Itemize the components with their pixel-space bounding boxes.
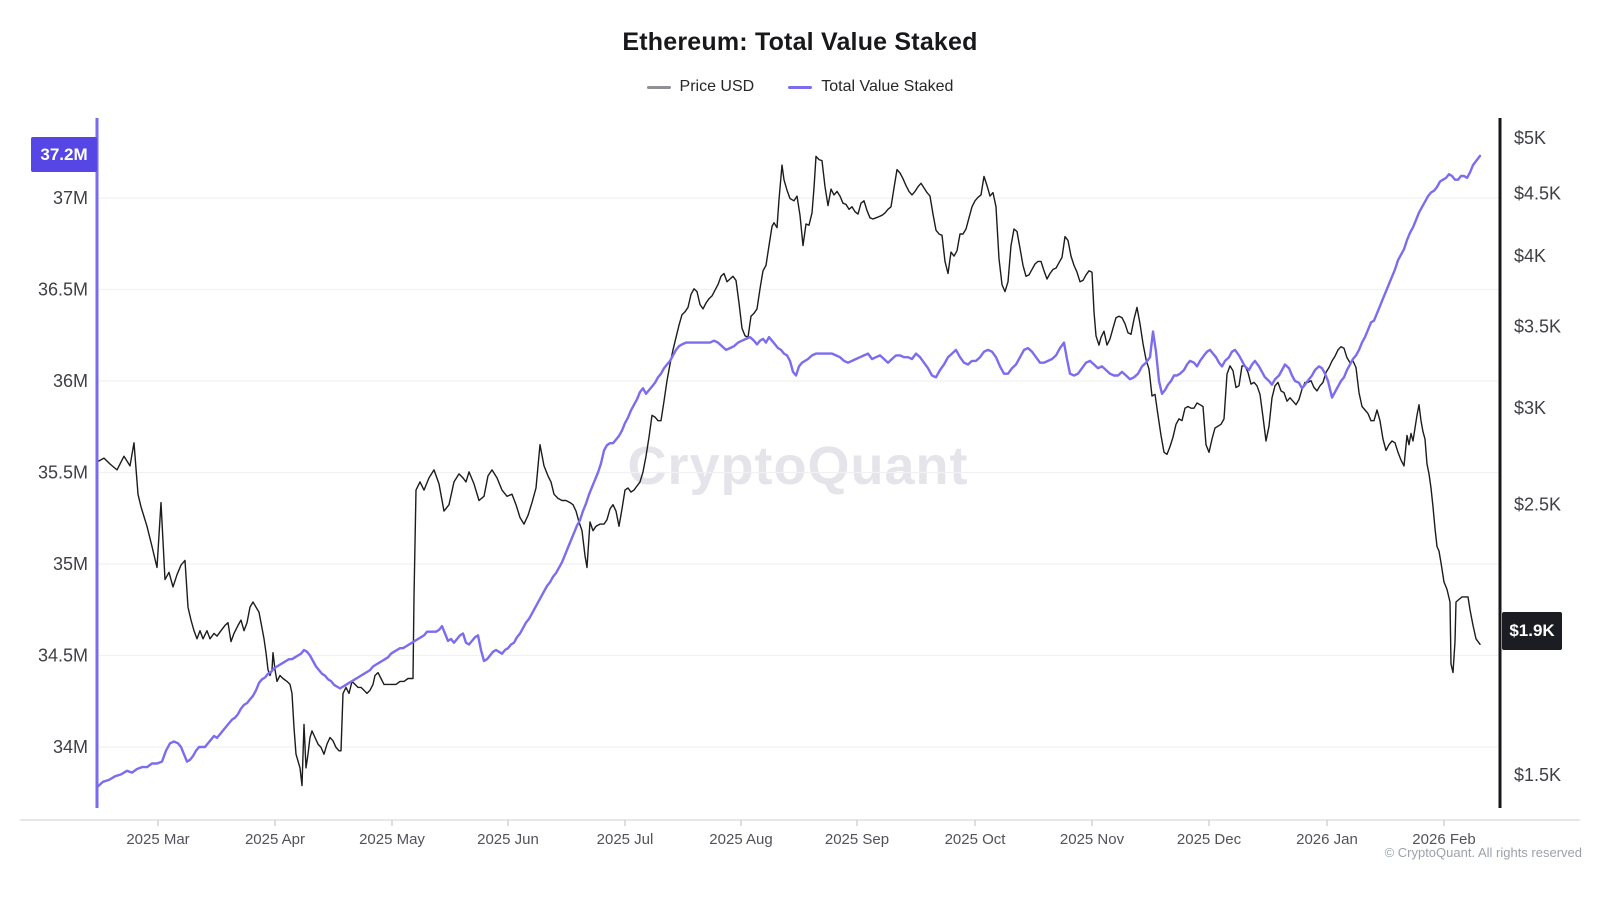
latest-staked-value-badge: 37.2M	[31, 137, 97, 172]
left-axis-tick-label: 36M	[53, 371, 88, 391]
x-axis-month-label: 2025 May	[359, 831, 425, 848]
left-axis-tick-label: 36.5M	[38, 280, 88, 300]
left-axis-tick-label: 34.5M	[38, 646, 88, 666]
left-axis-tick-label: 37M	[53, 188, 88, 208]
right-axis-tick-label: $5K	[1514, 128, 1546, 148]
x-axis-month-label: 2026 Feb	[1412, 831, 1475, 848]
chart-legend: Price USD Total Value Staked	[0, 78, 1600, 96]
copyright-notice: © CryptoQuant. All rights reserved	[1384, 845, 1582, 860]
left-axis-tick-label: 35.5M	[38, 463, 88, 483]
right-axis-tick-label: $1.5K	[1514, 765, 1561, 785]
x-axis-month-label: 2025 Oct	[945, 831, 1007, 848]
chart-title: Ethereum: Total Value Staked	[622, 28, 978, 56]
right-axis-tick-label: $4.5K	[1514, 184, 1561, 204]
x-axis-month-label: 2025 Aug	[709, 831, 772, 848]
x-axis-month-label: 2025 Sep	[825, 831, 889, 848]
x-axis-month-label: 2025 Dec	[1177, 831, 1242, 848]
x-axis-month-label: 2025 Mar	[126, 831, 189, 848]
series-line-total-value-staked[interactable]	[95, 154, 1482, 789]
right-axis-tick-label: $3.5K	[1514, 317, 1561, 337]
price-usd-line-icon	[646, 85, 671, 89]
x-axis-month-label: 2025 Jul	[597, 831, 654, 848]
right-axis-tick-label: $3K	[1514, 398, 1546, 418]
series-line-price-usd[interactable]	[96, 155, 1481, 787]
legend-item-price-usd[interactable]: Price USD	[646, 78, 755, 96]
right-axis-tick-label: $4K	[1514, 246, 1546, 266]
x-axis-month-label: 2025 Apr	[245, 831, 305, 848]
x-axis-month-label: 2025 Nov	[1060, 831, 1125, 848]
x-axis-month-label: 2025 Jun	[477, 831, 539, 848]
cryptoquant-watermark: CryptoQuant	[627, 436, 969, 496]
left-axis-tick-label: 35M	[53, 554, 88, 574]
right-axis-tick-label: $2.5K	[1514, 495, 1561, 515]
legend-item-total-value-staked[interactable]: Total Value Staked	[788, 78, 953, 96]
left-axis-tick-label: 34M	[53, 737, 88, 757]
total-value-staked-line-icon	[788, 85, 813, 89]
x-axis-month-label: 2026 Jan	[1296, 831, 1358, 848]
legend-label-total-value-staked: Total Value Staked	[821, 78, 954, 95]
latest-price-value-badge: $1.9K	[1502, 612, 1562, 650]
legend-label-price-usd: Price USD	[679, 78, 755, 95]
